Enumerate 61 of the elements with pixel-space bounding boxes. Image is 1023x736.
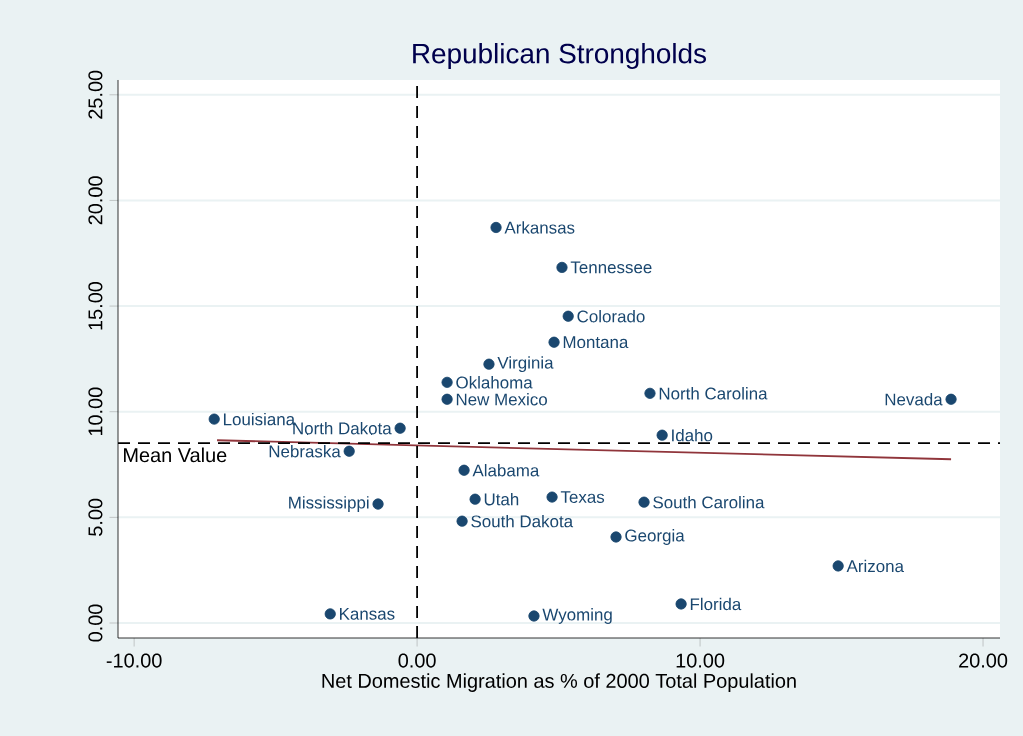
annotation: Utah (484, 492, 519, 506)
point (469, 493, 481, 505)
chart-title: Republican Strongholds (413, 42, 706, 69)
annotation: Arkansas (504, 221, 575, 234)
point (490, 221, 502, 234)
y-tick-label: 20.00 (88, 176, 103, 225)
x-tick-label: 20.00 (959, 653, 1008, 668)
x-tick-label: 0.00 (398, 653, 436, 668)
y-tick-label: 0.00 (88, 604, 103, 642)
annotation: Georgia (625, 529, 685, 545)
annotation: Tennessee (570, 261, 652, 274)
point (556, 261, 568, 273)
annotation: Wyoming (542, 608, 612, 624)
point (441, 393, 453, 405)
x-axis-title: Net Domestic Migration as % of 2000 Total Population (322, 673, 796, 692)
annotation: North Carolina (659, 387, 768, 400)
point (324, 608, 336, 620)
point (610, 531, 622, 543)
annotation: North Dakota (293, 421, 392, 435)
point (208, 413, 220, 425)
point (945, 393, 957, 405)
point (456, 515, 468, 527)
x-tick-label: -10.00 (106, 653, 162, 668)
annotation: Nebraska (269, 444, 341, 458)
point (675, 598, 687, 610)
annotation: Montana (563, 336, 629, 349)
annotation: Texas (560, 491, 605, 503)
annotation: Mississippi (289, 496, 369, 512)
y-tick-label: 5.00 (88, 498, 103, 536)
point (394, 422, 406, 434)
x-tick-label: 10.00 (676, 653, 725, 668)
annotation: Florida (690, 597, 742, 611)
point (528, 610, 540, 622)
point (483, 358, 495, 370)
point (372, 498, 384, 510)
point (343, 445, 355, 457)
point (441, 376, 453, 388)
point (562, 310, 574, 322)
annotation: Alabama (472, 464, 540, 477)
point (546, 491, 558, 503)
point (656, 429, 668, 441)
y-tick-label: 15.00 (88, 281, 103, 330)
annotation: Nevada (885, 393, 943, 406)
y-tick-label: 10.00 (88, 387, 103, 436)
annotation: Louisiana (223, 412, 296, 426)
annotation: South Dakota (471, 514, 574, 528)
ref-line-label: Mean Value (124, 447, 227, 463)
point (638, 496, 650, 508)
annotation: Idaho (672, 428, 713, 442)
annotation: Arizona (846, 559, 904, 573)
point (548, 336, 560, 348)
annotation: Kansas (340, 608, 395, 620)
annotation: Virginia (497, 356, 554, 373)
y-tick-label: 25.00 (88, 70, 103, 119)
point (458, 464, 470, 476)
annotation: South Carolina (653, 495, 765, 509)
annotation: New Mexico (456, 393, 547, 406)
annotation: Colorado (577, 309, 645, 323)
annotation: Oklahoma (456, 376, 533, 389)
point (832, 560, 844, 572)
point (644, 387, 656, 399)
